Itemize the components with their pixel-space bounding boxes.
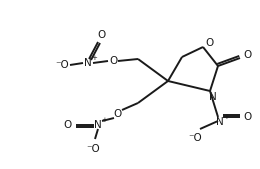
Text: O: O xyxy=(109,56,117,66)
Text: N: N xyxy=(84,58,92,68)
Text: O: O xyxy=(63,120,71,130)
Text: N: N xyxy=(209,92,217,102)
Text: ⁻O: ⁻O xyxy=(86,144,100,154)
Text: +: + xyxy=(101,117,107,123)
Text: ⁻O: ⁻O xyxy=(188,133,202,143)
Text: ⁻O: ⁻O xyxy=(55,60,69,70)
Text: O: O xyxy=(243,112,251,122)
Text: N: N xyxy=(216,117,224,127)
Text: O: O xyxy=(206,38,214,48)
Text: +: + xyxy=(223,114,229,120)
Text: +: + xyxy=(91,55,97,61)
Text: O: O xyxy=(243,50,251,60)
Text: O: O xyxy=(98,30,106,40)
Text: N: N xyxy=(94,120,102,130)
Text: O: O xyxy=(114,109,122,119)
